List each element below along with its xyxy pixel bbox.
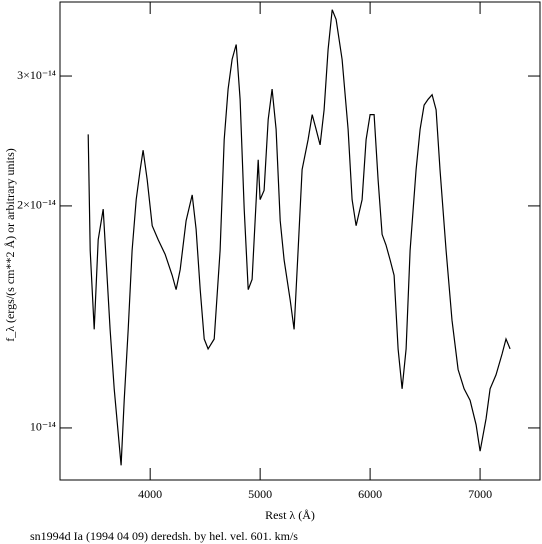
spectrum-line <box>87 9 511 466</box>
x-axis-label: Rest λ (Å) <box>265 508 315 522</box>
y-axis-label: f_λ (ergs/(s cm**2 Å) or arbitrary units… <box>3 148 17 342</box>
plot-frame <box>59 1 541 481</box>
y-tick-label: 3×10⁻¹⁴ <box>17 68 56 82</box>
x-tick-label: 4000 <box>138 487 162 501</box>
x-tick-label: 5000 <box>248 487 272 501</box>
y-tick-label: 2×10⁻¹⁴ <box>17 198 56 212</box>
x-tick-label: 6000 <box>358 487 382 501</box>
y-tick-label: 10⁻¹⁴ <box>30 420 56 434</box>
x-tick-label: 7000 <box>468 487 492 501</box>
chart-title: sn1994d Ia (1994 04 09) deredsh. by hel.… <box>30 529 298 543</box>
